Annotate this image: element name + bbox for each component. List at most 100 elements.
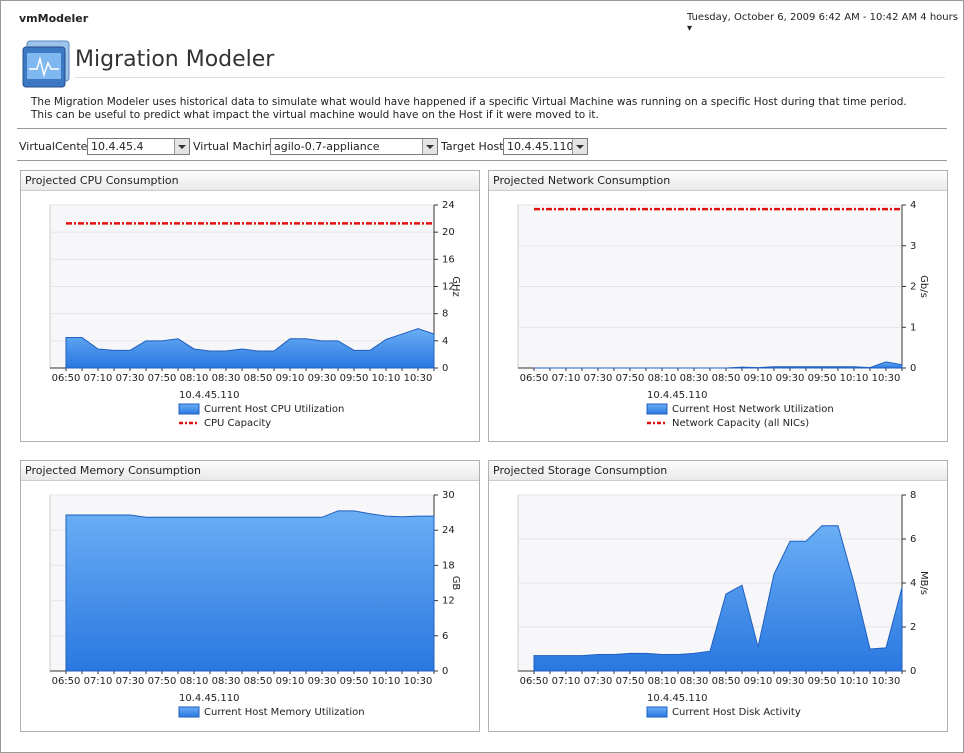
legend-label: CPU Capacity (204, 418, 271, 429)
x-tick-label: 08:30 (212, 373, 241, 384)
x-tick-label: 08:30 (680, 676, 709, 687)
legend-swatch (178, 403, 200, 415)
y-tick-label: 3 (910, 241, 916, 252)
x-tick-label: 10:10 (372, 373, 401, 384)
x-tick-label: 09:30 (308, 373, 337, 384)
x-tick-label: 08:50 (244, 373, 273, 384)
panel-title: Projected CPU Consumption (21, 171, 479, 191)
area (65, 328, 435, 369)
x-tick-label: 07:50 (148, 676, 177, 687)
y-tick-label: 8 (442, 309, 448, 320)
y-axis-label: GHz (450, 276, 461, 297)
y-tick-label: 0 (442, 666, 448, 677)
x-tick-label: 10:30 (872, 676, 901, 687)
legend-label: Current Host Network Utilization (672, 404, 834, 415)
x-tick-label: 09:10 (744, 373, 773, 384)
x-tick-label: 09:50 (340, 373, 369, 384)
x-tick-label: 10:30 (404, 676, 433, 687)
legend-swatch (646, 403, 668, 415)
app-icon (22, 40, 70, 88)
legend-swatch (646, 706, 668, 718)
x-tick-label: 08:50 (244, 676, 273, 687)
x-tick-label: 09:10 (744, 676, 773, 687)
time-range-text[interactable]: Tuesday, October 6, 2009 6:42 AM - 10:42… (687, 12, 958, 23)
x-tick-label: 06:50 (520, 676, 549, 687)
panel-title: Projected Network Consumption (489, 171, 947, 191)
legend-label: Network Capacity (all NICs) (672, 418, 809, 429)
filter-label: Virtual Machine (193, 140, 279, 153)
panel-title: Projected Memory Consumption (21, 461, 479, 481)
y-axis-label: Gb/s (918, 275, 929, 298)
y-tick-label: 0 (442, 363, 448, 374)
page-title: Migration Modeler (75, 47, 275, 72)
x-tick-label: 07:10 (84, 676, 113, 687)
y-tick-label: 30 (442, 490, 455, 501)
dropdown-value[interactable]: 10.4.45.110 (507, 140, 574, 153)
x-tick-label: 10:10 (840, 373, 869, 384)
x-tick-label: 07:30 (116, 373, 145, 384)
x-tick-label: 07:30 (584, 373, 613, 384)
filter-label: Target Host (441, 140, 504, 153)
x-tick-label: 09:10 (276, 373, 305, 384)
dropdown-value[interactable]: 10.4.45.4 (91, 140, 144, 153)
area (533, 525, 903, 672)
y-tick-label: 0 (910, 363, 916, 374)
legend-title: 10.4.45.110 (179, 390, 239, 401)
x-tick-label: 07:50 (148, 373, 177, 384)
x-tick-label: 07:10 (84, 373, 113, 384)
x-tick-label: 08:30 (212, 676, 241, 687)
y-tick-label: 12 (442, 282, 455, 293)
dropdown[interactable]: agilo-0.7-appliance (270, 138, 438, 155)
x-tick-label: 08:30 (680, 373, 709, 384)
y-tick-label: 24 (442, 525, 455, 536)
x-tick-label: 09:50 (340, 676, 369, 687)
y-tick-label: 8 (910, 490, 916, 501)
legend-title: 10.4.45.110 (647, 693, 707, 704)
x-tick-label: 09:50 (808, 373, 837, 384)
panel-title: Projected Storage Consumption (489, 461, 947, 481)
legend-label: Current Host CPU Utilization (204, 404, 344, 415)
x-tick-label: 10:10 (372, 676, 401, 687)
x-tick-label: 10:30 (404, 373, 433, 384)
y-tick-label: 24 (442, 200, 455, 211)
description: The Migration Modeler uses historical da… (31, 96, 907, 121)
legend-title: 10.4.45.110 (179, 693, 239, 704)
x-tick-label: 09:10 (276, 676, 305, 687)
legend-label: Current Host Memory Utilization (204, 707, 365, 718)
x-tick-label: 06:50 (52, 373, 81, 384)
dropdown-value[interactable]: agilo-0.7-appliance (274, 140, 380, 153)
dropdown[interactable]: 10.4.45.110 (503, 138, 588, 155)
x-tick-label: 07:50 (616, 676, 645, 687)
x-tick-label: 07:10 (552, 676, 581, 687)
x-tick-label: 08:10 (180, 373, 209, 384)
y-tick-label: 4 (910, 200, 916, 211)
y-tick-label: 4 (910, 578, 916, 589)
x-tick-label: 07:30 (584, 676, 613, 687)
y-tick-label: 1 (910, 322, 916, 333)
x-tick-label: 10:30 (872, 373, 901, 384)
legend-title: 10.4.45.110 (647, 390, 707, 401)
area (65, 510, 435, 672)
y-tick-label: 0 (910, 666, 916, 677)
y-axis-label: GB (450, 576, 461, 591)
x-tick-label: 08:50 (712, 373, 741, 384)
y-tick-label: 6 (910, 534, 916, 545)
x-tick-label: 09:50 (808, 676, 837, 687)
app-name: vmModeler (19, 12, 89, 25)
x-tick-label: 09:30 (308, 676, 337, 687)
chart-panel: Projected Network Consumption 0 1 2 3 4 Gb/s 06… (488, 170, 948, 442)
dropdown[interactable]: 10.4.45.4 (87, 138, 190, 155)
time-range[interactable]: Tuesday, October 6, 2009 6:42 AM - 10:42… (687, 12, 958, 34)
y-tick-label: 4 (442, 336, 448, 347)
y-axis-label: MB/s (918, 571, 929, 595)
chart-panel: Projected Memory Consumption 0 6 12 18 24 30 GB… (20, 460, 480, 732)
x-tick-label: 08:50 (712, 676, 741, 687)
x-tick-label: 07:10 (552, 373, 581, 384)
x-tick-label: 08:10 (648, 373, 677, 384)
